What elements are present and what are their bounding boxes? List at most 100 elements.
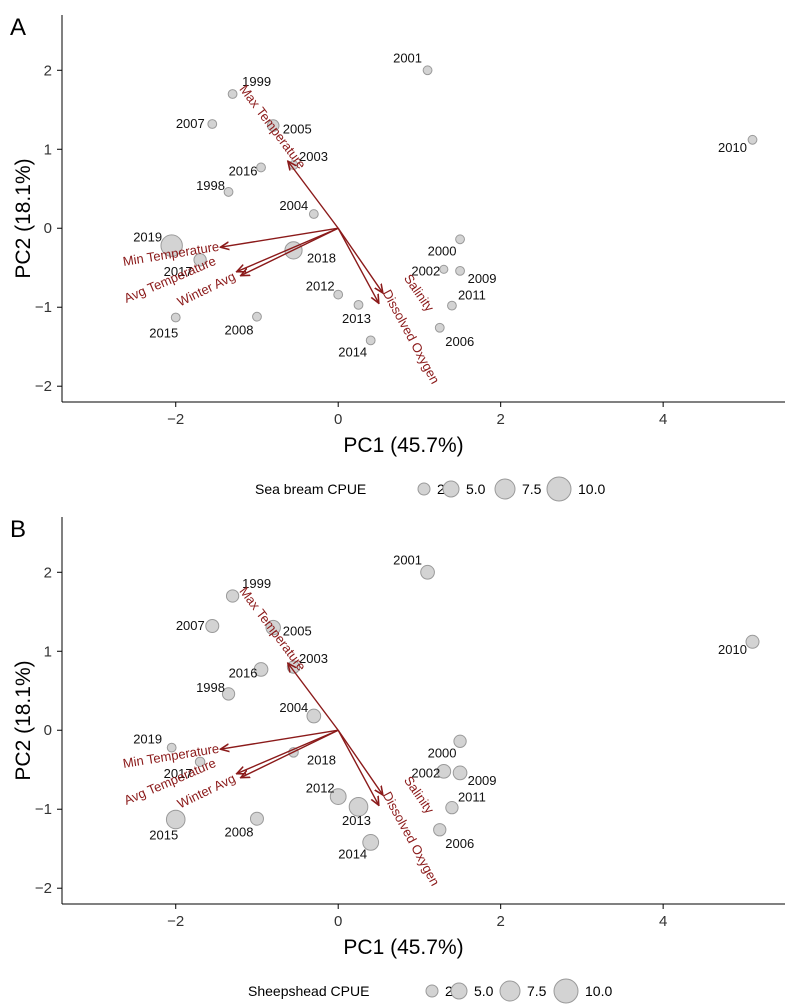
legend-size-marker bbox=[425, 984, 439, 998]
data-point-1999 bbox=[227, 89, 238, 99]
loading-arrow bbox=[337, 729, 379, 805]
x-tick-label: 4 bbox=[659, 411, 667, 428]
legend-title: Sheepshead CPUE bbox=[248, 983, 369, 999]
data-point-2004 bbox=[306, 708, 322, 724]
data-point-2001 bbox=[422, 65, 433, 76]
data-point-2011 bbox=[445, 800, 459, 815]
point-label-2009: 2009 bbox=[468, 773, 497, 788]
data-point-2007 bbox=[207, 119, 218, 129]
point-label-2015: 2015 bbox=[149, 827, 178, 842]
x-tick-label: −2 bbox=[167, 411, 184, 428]
data-point-2011 bbox=[447, 300, 457, 311]
data-point-2006 bbox=[434, 322, 445, 333]
x-tick-label: 0 bbox=[334, 913, 342, 930]
point-label-2008: 2008 bbox=[225, 323, 254, 338]
y-tick-label: 0 bbox=[44, 220, 52, 237]
legend-size-label: 5.0 bbox=[474, 983, 494, 999]
y-tick-label: −2 bbox=[35, 378, 52, 395]
loading-arrow bbox=[288, 161, 339, 229]
loading-arrow bbox=[337, 227, 383, 293]
loading-arrow bbox=[220, 729, 339, 749]
legend-size-marker bbox=[499, 980, 521, 1002]
point-label-2012: 2012 bbox=[306, 279, 335, 294]
panel-letter: A bbox=[10, 14, 26, 41]
legend-size-marker bbox=[553, 978, 579, 1004]
loading-arrow bbox=[288, 663, 339, 731]
y-tick-label: 1 bbox=[44, 141, 52, 158]
point-label-2018: 2018 bbox=[307, 752, 336, 767]
data-point-2017 bbox=[193, 253, 207, 267]
legend-title: Sea bream CPUE bbox=[255, 481, 366, 497]
panel-a: A −2 0 2 4 −2 −1 0 1 2 PC1 (45.7%) PC2 (18.1%) 1998 1… bbox=[10, 14, 785, 502]
point-label-2005: 2005 bbox=[283, 122, 312, 137]
y-axis-title: PC2 (18.1%) bbox=[12, 158, 35, 278]
point-label-2004: 2004 bbox=[279, 700, 308, 715]
point-label-2015: 2015 bbox=[149, 325, 178, 340]
legend-size-label: 10.0 bbox=[585, 983, 612, 999]
point-label-2017: 2017 bbox=[164, 264, 193, 279]
point-label-2016: 2016 bbox=[229, 665, 258, 680]
data-point-2014 bbox=[365, 335, 376, 346]
data-point-2005 bbox=[266, 119, 280, 132]
data-point-2017 bbox=[194, 756, 206, 768]
point-label-2018: 2018 bbox=[307, 250, 336, 265]
point-label-2009: 2009 bbox=[468, 271, 497, 286]
loading-arrow bbox=[237, 227, 339, 271]
data-point-2012 bbox=[333, 289, 344, 300]
point-label-1999: 1999 bbox=[242, 74, 271, 89]
data-point-2008 bbox=[249, 811, 264, 826]
x-tick-label: 0 bbox=[334, 411, 342, 428]
data-point-2007 bbox=[205, 618, 220, 633]
point-label-2006: 2006 bbox=[445, 334, 474, 349]
y-tick-label: −1 bbox=[35, 801, 52, 818]
point-label-2002: 2002 bbox=[411, 263, 440, 278]
y-tick-label: 2 bbox=[44, 62, 52, 79]
loading-arrow bbox=[220, 227, 339, 247]
data-point-2013 bbox=[353, 299, 364, 310]
x-tick-label: 2 bbox=[497, 411, 505, 428]
point-label-2011: 2011 bbox=[458, 790, 486, 805]
data-point-2016 bbox=[253, 662, 269, 677]
point-label-2017: 2017 bbox=[164, 766, 193, 781]
legend-size-marker bbox=[442, 480, 460, 498]
point-label-2003: 2003 bbox=[299, 149, 328, 164]
data-point-2004 bbox=[308, 209, 319, 219]
legend-size-label: 7.5 bbox=[527, 983, 547, 999]
panel-b: B −2 0 2 4 −2 −1 0 1 2 PC1 (45.7%) PC2 (18.1%) 1998 1… bbox=[10, 516, 785, 1004]
point-label-2019: 2019 bbox=[133, 230, 162, 245]
point-label-2004: 2004 bbox=[279, 198, 308, 213]
data-point-2016 bbox=[256, 162, 266, 173]
point-label-2007: 2007 bbox=[176, 116, 205, 131]
legend-size-marker bbox=[417, 482, 431, 496]
point-label-2014: 2014 bbox=[338, 344, 367, 359]
x-tick-label: 2 bbox=[497, 913, 505, 930]
point-label-2012: 2012 bbox=[306, 781, 335, 796]
x-axis-title: PC1 (45.7%) bbox=[343, 936, 463, 959]
point-label-2019: 2019 bbox=[133, 732, 162, 747]
point-label-2000: 2000 bbox=[428, 243, 457, 258]
point-label-1998: 1998 bbox=[196, 178, 225, 193]
point-label-2006: 2006 bbox=[445, 836, 474, 851]
data-point-2002 bbox=[436, 763, 452, 779]
point-label-1999: 1999 bbox=[242, 576, 271, 591]
legend-size-label: 7.5 bbox=[522, 481, 542, 497]
data-point-2009 bbox=[452, 765, 468, 781]
point-label-2005: 2005 bbox=[283, 624, 312, 639]
data-point-2002 bbox=[439, 264, 449, 274]
data-point-2015 bbox=[170, 312, 181, 323]
data-point-2019 bbox=[166, 742, 177, 753]
data-point-2010 bbox=[745, 634, 760, 649]
data-point-2015 bbox=[165, 809, 186, 830]
loading-arrow bbox=[337, 729, 383, 795]
panel-letter: B bbox=[10, 516, 26, 543]
legend-size-marker bbox=[546, 476, 572, 502]
point-label-1998: 1998 bbox=[196, 680, 225, 695]
y-tick-label: 2 bbox=[44, 564, 52, 581]
point-label-2001: 2001 bbox=[393, 552, 422, 567]
loading-arrow bbox=[241, 729, 339, 777]
data-point-2001 bbox=[420, 564, 435, 580]
y-tick-label: −2 bbox=[35, 880, 52, 897]
point-label-2011: 2011 bbox=[458, 288, 486, 303]
data-point-2010 bbox=[747, 134, 758, 145]
